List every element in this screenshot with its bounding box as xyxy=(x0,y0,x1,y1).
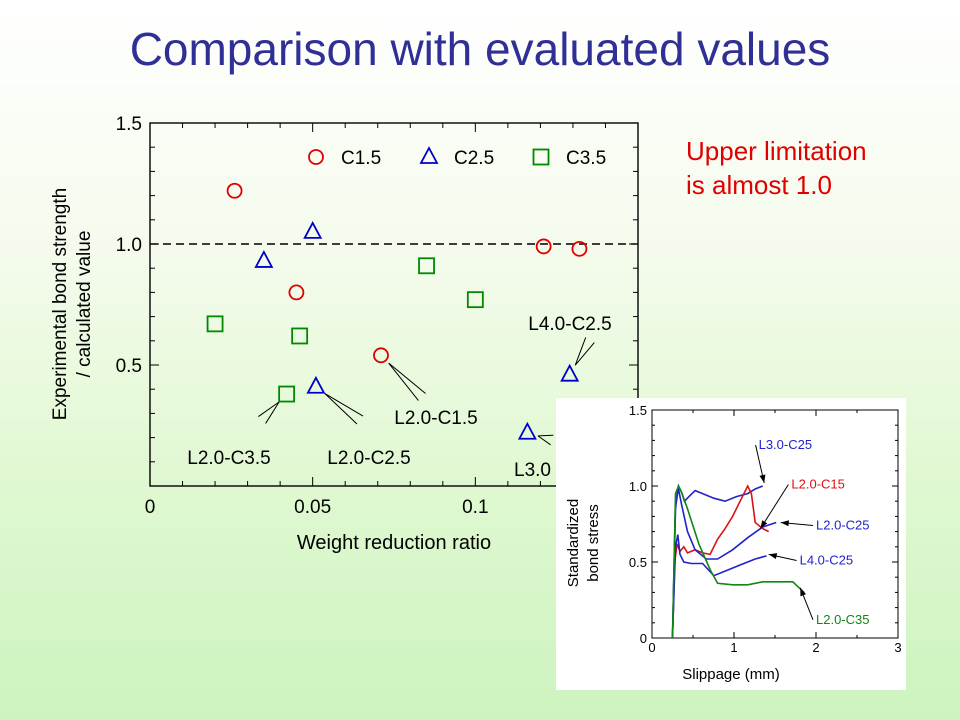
main-y-axis-label-line-1: Experimental bond strength xyxy=(50,188,71,420)
x-tick-label: 0 xyxy=(145,497,156,518)
x-tick-label: 0.1 xyxy=(462,497,488,518)
data-point-square xyxy=(418,257,435,275)
data-point-triangle xyxy=(303,220,323,239)
inset-arrowhead xyxy=(759,474,766,483)
inset-annotation-label: L3.0-C25 xyxy=(759,437,812,452)
main-y-tick-labels: 0.5 1.0 1.5 xyxy=(116,114,142,377)
data-point-square xyxy=(466,291,484,309)
inset-annotation-label: L2.0-C35 xyxy=(816,612,869,627)
main-x-tick-labels: 0 0.05 0.1 xyxy=(145,497,489,518)
inset-slippage-chart: 0 0.5 1.0 1.5 0 1 2 3 L3.0-C25 L2.0-C15 L2.0-C25… xyxy=(556,398,906,690)
inset-series-lines xyxy=(671,483,805,639)
inset-y-axis-label-line-1: Standardized xyxy=(565,499,582,587)
inset-arrowhead xyxy=(780,520,789,527)
main-plot-frame xyxy=(149,122,639,487)
main-scatter-chart: 0.5 1.0 1.5 0 0.05 0.1 C1.5 C2.5 C3.5 L2.0-C3.… xyxy=(50,114,639,554)
legend-label: C3.5 xyxy=(566,148,606,169)
inset-ticks xyxy=(651,409,899,639)
inset-x-axis-label: Slippage (mm) xyxy=(682,666,780,683)
annotation-label: L4.0-C2.5 xyxy=(528,314,611,335)
annotation-arrow xyxy=(265,401,280,424)
main-legend: C1.5 C2.5 C3.5 xyxy=(308,146,606,169)
inset-x-tick-label: 2 xyxy=(812,640,819,655)
inset-annotation-label: L4.0-C25 xyxy=(800,552,853,567)
inset-x-tick-label: 1 xyxy=(730,640,737,655)
main-x-axis-label: Weight reduction ratio xyxy=(297,532,491,554)
main-annotations: L2.0-C3.5 L2.0-C2.5 L2.0-C1.5 L4.0-C2.5 L3.0 xyxy=(187,314,611,481)
inset-series-line xyxy=(671,534,767,639)
inset-y-tick-labels: 0 0.5 1.0 1.5 xyxy=(629,403,647,646)
main-y-axis-label-line-2: / calculated value xyxy=(74,231,95,378)
data-point-circle xyxy=(226,182,243,199)
main-data-points xyxy=(206,182,588,440)
inset-x-tick-label: 3 xyxy=(894,640,901,655)
inset-x-tick-label: 0 xyxy=(648,640,655,655)
data-point-circle xyxy=(535,238,552,255)
legend-label: C1.5 xyxy=(341,148,381,169)
data-point-circle xyxy=(373,347,389,364)
note-line-1: Upper limitation xyxy=(686,136,867,166)
slide-title: Comparison with evaluated values xyxy=(129,23,831,75)
annotation-label: L2.0-C3.5 xyxy=(187,448,270,469)
inset-annotations: L3.0-C25 L2.0-C15 L2.0-C25 L4.0-C25 L2.0-C35 xyxy=(755,437,869,627)
data-point-square xyxy=(278,385,296,403)
note-line-2: is almost 1.0 xyxy=(686,170,832,200)
inset-background xyxy=(556,398,906,690)
annotation-arrow xyxy=(574,337,587,366)
inset-y-tick-label: 1.0 xyxy=(629,479,647,494)
data-point-triangle xyxy=(306,375,326,394)
inset-annotation-label: L2.0-C15 xyxy=(791,476,844,491)
inset-arrowhead xyxy=(760,520,768,529)
annotation-label: L2.0-C2.5 xyxy=(327,448,410,469)
annotation-arrow xyxy=(388,362,419,401)
legend-marker-square xyxy=(532,148,550,166)
y-tick-label: 0.5 xyxy=(116,356,142,377)
inset-series-line xyxy=(671,484,805,639)
legend-marker-triangle xyxy=(419,146,439,164)
data-point-square xyxy=(206,315,224,333)
legend-label: C2.5 xyxy=(454,148,494,169)
data-point-circle xyxy=(288,284,305,301)
inset-x-tick-labels: 0 1 2 3 xyxy=(648,640,901,655)
annotation-label: L2.0-C1.5 xyxy=(394,408,477,429)
inset-annotation-label: L2.0-C25 xyxy=(816,518,869,533)
annotation-arrow xyxy=(388,362,426,394)
annotation-arrow xyxy=(324,392,364,417)
data-point-circle xyxy=(571,240,588,257)
inset-y-tick-label: 0 xyxy=(640,631,647,646)
inset-series-line xyxy=(671,488,777,639)
x-tick-label: 0.05 xyxy=(294,497,331,518)
inset-y-tick-label: 1.5 xyxy=(629,403,647,418)
y-tick-label: 1.0 xyxy=(116,235,142,256)
inset-y-axis-label-line-2: bond stress xyxy=(585,504,602,582)
data-point-square xyxy=(291,327,309,345)
inset-annotation-arrow xyxy=(760,484,789,529)
upper-limit-note: Upper limitation is almost 1.0 xyxy=(686,134,867,202)
inset-y-tick-label: 0.5 xyxy=(629,555,647,570)
inset-arrowhead xyxy=(768,553,778,560)
annotation-arrow xyxy=(537,434,554,437)
data-point-triangle xyxy=(560,363,580,382)
legend-marker-circle xyxy=(308,149,324,165)
annotation-arrow xyxy=(574,342,595,366)
data-point-triangle xyxy=(254,250,274,268)
y-tick-label: 1.5 xyxy=(116,114,142,135)
inset-arrowhead xyxy=(800,587,807,597)
annotation-arrow xyxy=(537,435,551,446)
data-point-triangle xyxy=(517,421,537,440)
annotation-arrow xyxy=(324,393,358,425)
annotation-arrow xyxy=(258,401,280,417)
annotation-label: L3.0 xyxy=(514,460,551,481)
